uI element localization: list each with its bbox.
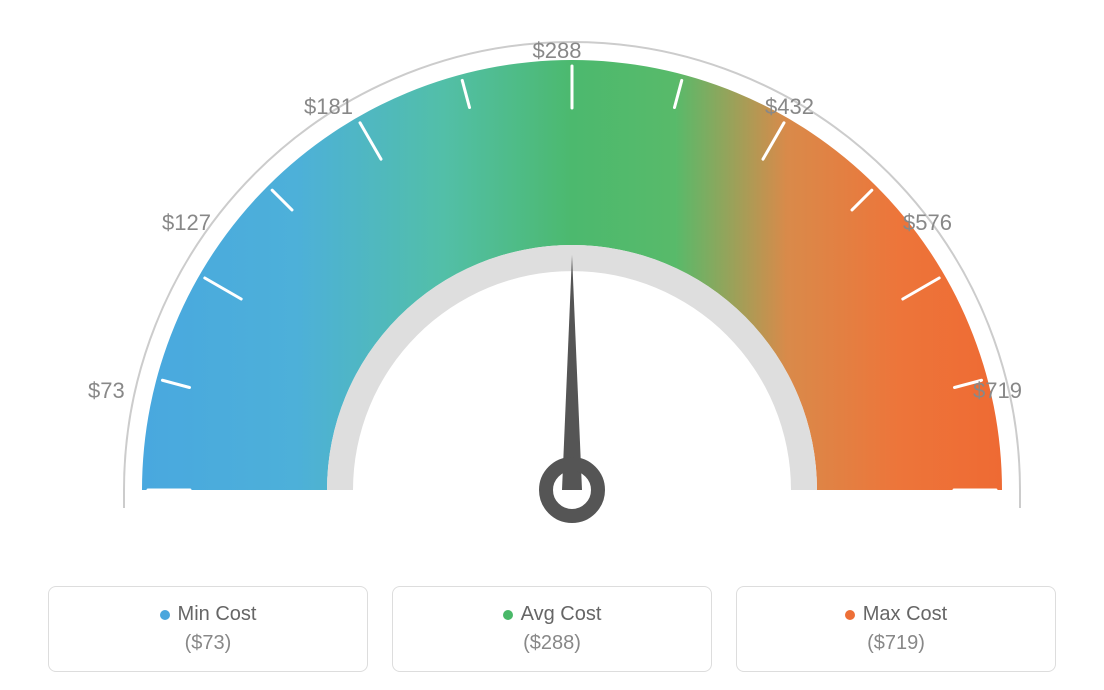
legend-max-value: ($719): [867, 632, 925, 655]
dot-icon: [845, 610, 855, 620]
gauge-svg: [52, 20, 1092, 560]
dot-icon: [503, 610, 513, 620]
legend-min-title: Min Cost: [160, 603, 257, 626]
legend-min-value: ($73): [185, 632, 232, 655]
legend-max: Max Cost ($719): [736, 586, 1056, 672]
gauge-chart: $73 $127 $181 $288 $432 $576 $719: [52, 20, 1052, 560]
dot-icon: [160, 610, 170, 620]
legend-avg-value: ($288): [523, 632, 581, 655]
gauge-tick-label: $73: [88, 378, 125, 404]
gauge-tick-label: $127: [162, 210, 211, 236]
legend-min-label: Min Cost: [178, 603, 257, 626]
legend-avg: Avg Cost ($288): [392, 586, 712, 672]
gauge-tick-label: $576: [903, 210, 952, 236]
gauge-tick-label: $432: [765, 94, 814, 120]
gauge-tick-label: $181: [304, 94, 353, 120]
legend-min: Min Cost ($73): [48, 586, 368, 672]
legend-avg-title: Avg Cost: [503, 603, 602, 626]
legend-max-label: Max Cost: [863, 603, 947, 626]
gauge-tick-label: $719: [973, 378, 1022, 404]
legend: Min Cost ($73) Avg Cost ($288) Max Cost …: [48, 586, 1056, 672]
legend-max-title: Max Cost: [845, 603, 947, 626]
legend-avg-label: Avg Cost: [521, 603, 602, 626]
gauge-tick-label: $288: [533, 38, 582, 64]
